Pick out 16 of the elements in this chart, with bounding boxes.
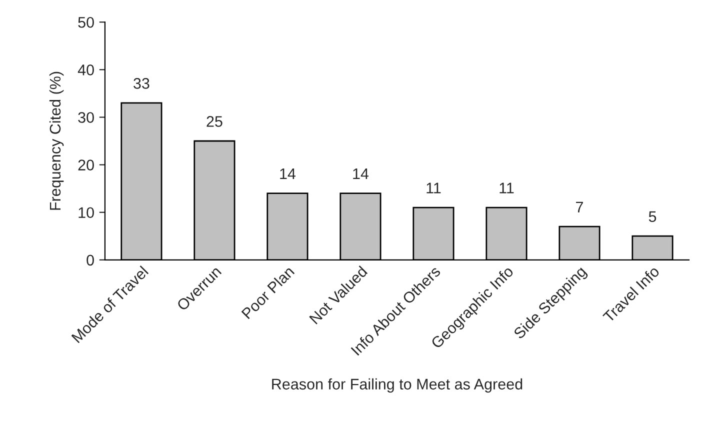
data-label: 11 [500, 182, 514, 194]
data-label: 7 [576, 202, 583, 212]
data-label: 11 [426, 182, 441, 194]
data-label: 14 [353, 168, 369, 180]
y-tick-label: 50 [78, 16, 94, 28]
y-tick-label: 0 [86, 254, 94, 266]
y-tick-label: 40 [78, 64, 94, 76]
data-label: 33 [134, 78, 150, 89]
y-axis-title: Frequency Cited (%) [49, 72, 64, 210]
y-tick-label: 10 [78, 207, 94, 218]
x-axis-title: Reason for Failing to Meet as Agreed [272, 378, 522, 393]
y-tick-label: 20 [78, 160, 94, 170]
data-label: 5 [648, 211, 656, 222]
y-tick-label: 30 [78, 112, 94, 123]
data-label: 14 [280, 168, 296, 180]
data-label: 25 [206, 116, 222, 127]
